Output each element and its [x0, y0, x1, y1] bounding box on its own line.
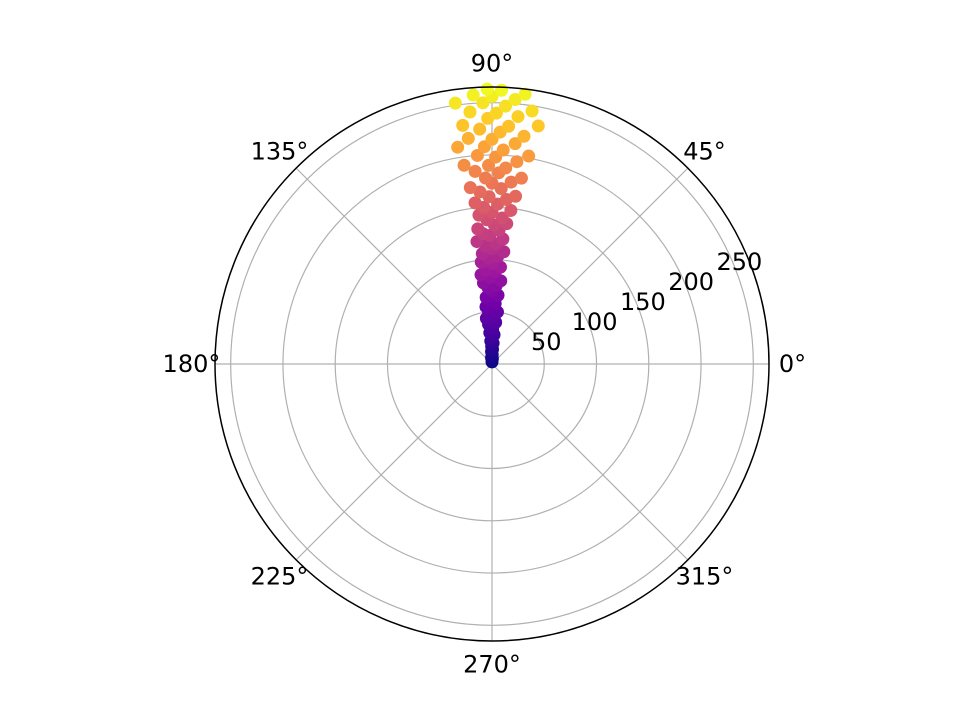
theta-gridline-45 [491, 167, 689, 365]
scatter-point [508, 93, 522, 107]
scatter-point [456, 118, 470, 132]
theta-tick-label-135: 135° [251, 137, 309, 165]
theta-gridline-315 [491, 363, 689, 561]
scatter-point [466, 88, 480, 102]
scatter-point [489, 106, 503, 120]
theta-tick-label-315: 315° [676, 563, 734, 591]
scatter-point [468, 196, 482, 210]
scatter-point [518, 87, 532, 101]
scatter-point [514, 171, 528, 185]
scatter-point [531, 119, 545, 133]
scatter-point [502, 119, 516, 133]
scatter-point [504, 175, 518, 189]
theta-tick-label-45: 45° [683, 137, 726, 165]
scatter-point [480, 82, 494, 96]
r-tick-label-50: 50 [531, 328, 562, 356]
scatter-point [470, 148, 484, 162]
scatter-point [499, 99, 513, 113]
scatter-point [499, 161, 513, 175]
theta-tick-labels: 0° 45° 90° 135° 180° 225° 270° 315° [163, 49, 807, 678]
scatter-point [451, 140, 465, 154]
polar-grid [215, 87, 769, 641]
theta-gridline-135 [295, 167, 493, 365]
scatter-point [522, 149, 536, 163]
scatter-point [468, 164, 482, 178]
theta-tick-label-180: 180° [163, 350, 221, 378]
scatter-point [495, 211, 509, 225]
theta-tick-label-270: 270° [463, 651, 521, 679]
scatter-point [511, 110, 525, 124]
theta-tick-label-225: 225° [251, 563, 309, 591]
scatter-point [504, 203, 518, 217]
scatter-point [495, 83, 509, 97]
r-tick-label-250: 250 [717, 248, 763, 276]
theta-tick-label-0: 0° [779, 350, 806, 378]
scatter-point [471, 222, 485, 236]
r-tick-label-150: 150 [620, 288, 666, 316]
r-tick-label-200: 200 [668, 268, 714, 296]
scatter-point [479, 171, 493, 185]
scatter-point [517, 129, 531, 143]
scatter-point [510, 155, 524, 169]
scatter-point [525, 104, 539, 118]
scatter-points [448, 82, 545, 369]
scatter-point [448, 96, 462, 110]
polar-frame [214, 86, 770, 642]
scatter-point [496, 143, 510, 157]
scatter-point [508, 137, 522, 151]
theta-gridline-225 [295, 363, 493, 561]
scatter-point [463, 105, 477, 119]
r-tick-label-100: 100 [572, 308, 618, 336]
theta-tick-label-90: 90° [471, 49, 514, 77]
scatter-point [509, 189, 523, 203]
scatter-point [473, 122, 487, 136]
scatter-point [461, 131, 475, 145]
scatter-point [463, 181, 477, 195]
scatter-point [476, 96, 490, 110]
scatter-point [457, 158, 471, 172]
